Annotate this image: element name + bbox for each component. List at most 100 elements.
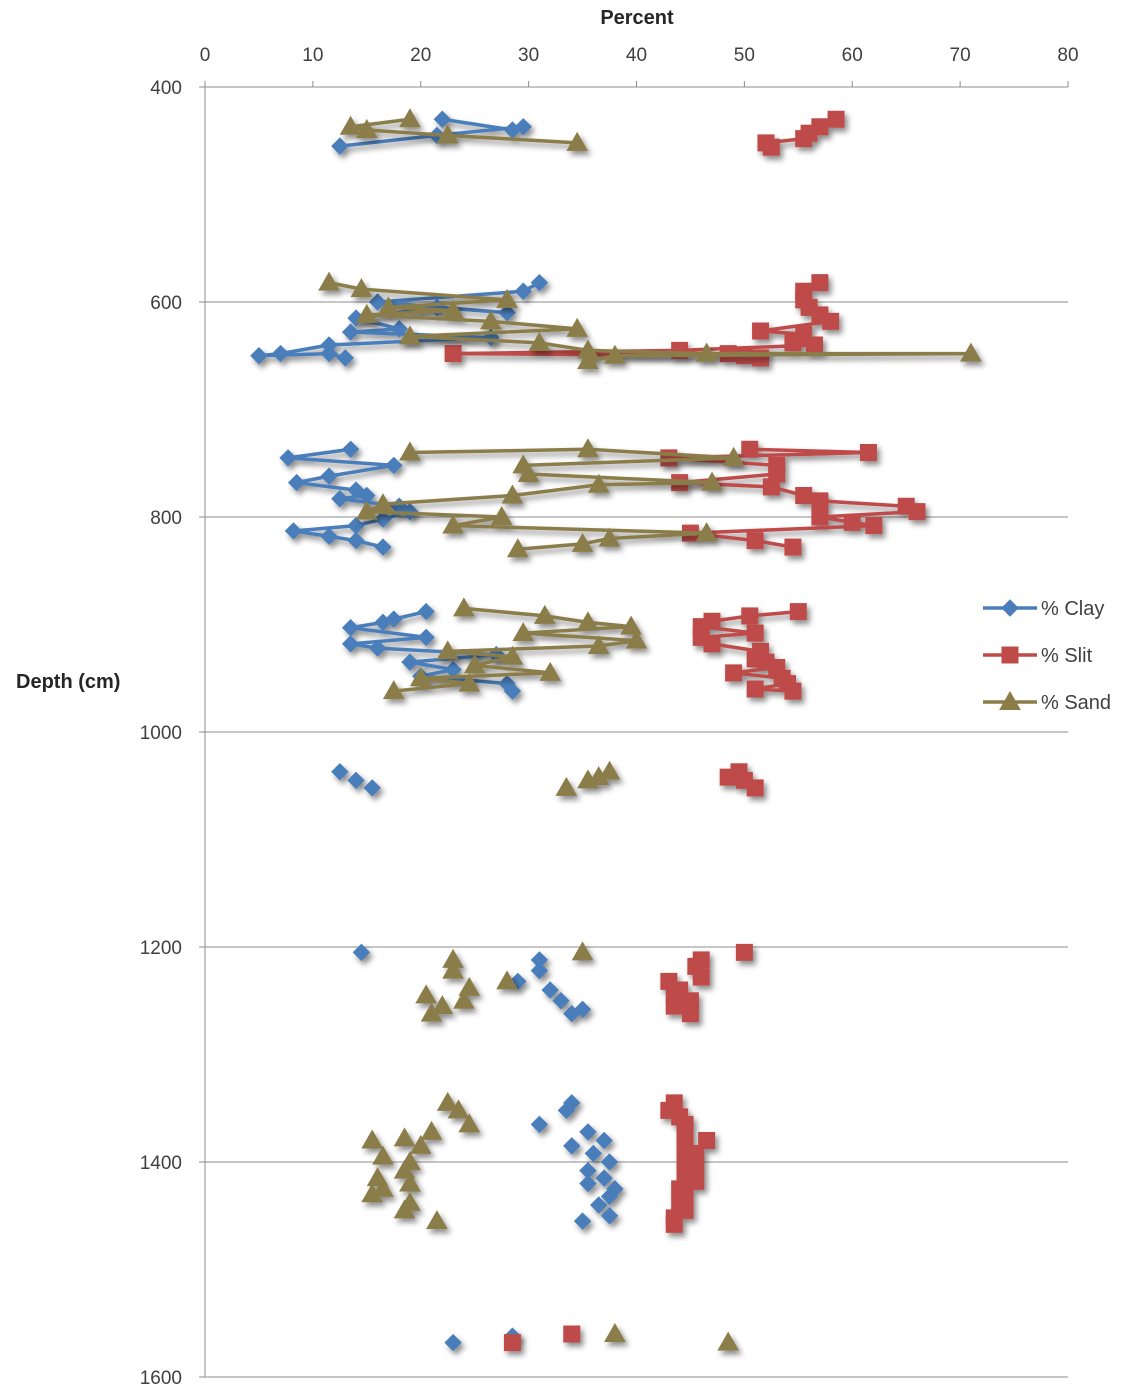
data-point: [436, 640, 459, 660]
data-point: [746, 779, 764, 797]
data-point: [665, 997, 683, 1015]
legend-item: % Slit: [983, 645, 1093, 667]
data-point: [352, 943, 371, 962]
data-point: [539, 661, 562, 681]
data-point: [250, 347, 268, 365]
data-point: [444, 1333, 462, 1352]
data-point: [811, 274, 829, 292]
data-point: [746, 532, 764, 550]
data-point: [399, 108, 421, 128]
data-point: [401, 653, 419, 671]
data-point: [577, 350, 599, 370]
data-point: [746, 624, 764, 642]
legend-marker: [1001, 646, 1019, 664]
data-point: [746, 680, 764, 698]
x-tick-label: 60: [842, 45, 863, 66]
data-point: [604, 1322, 626, 1342]
data-point: [331, 137, 349, 155]
data-point: [399, 441, 421, 461]
data-point: [355, 500, 378, 520]
data-point: [604, 344, 626, 364]
data-point: [960, 342, 982, 362]
data-point: [363, 779, 381, 797]
data-point: [865, 517, 883, 535]
x-tick-label: 30: [518, 45, 539, 66]
data-point: [447, 1099, 470, 1119]
data-point: [795, 130, 813, 148]
data-point: [528, 331, 551, 351]
data-point: [279, 449, 297, 467]
data-point: [463, 654, 486, 674]
y-tick-label: 800: [150, 508, 182, 529]
data-point: [600, 1187, 619, 1206]
data-point: [453, 989, 475, 1009]
data-point: [336, 349, 354, 367]
data-point: [579, 1123, 597, 1141]
data-point: [784, 682, 802, 700]
data-point: [385, 456, 403, 475]
x-tick-label: 50: [734, 45, 755, 66]
data-point: [496, 288, 518, 308]
data-point: [347, 771, 365, 790]
data-point: [573, 1212, 592, 1230]
data-point: [355, 118, 378, 138]
y-tick-label: 1400: [140, 1153, 182, 1174]
data-point: [541, 981, 559, 999]
data-point: [571, 532, 594, 552]
data-point: [762, 138, 780, 156]
series-line: [365, 447, 736, 551]
data-point: [372, 1177, 394, 1197]
legend-marker: [999, 690, 1021, 710]
x-tick-label: 80: [1057, 45, 1078, 66]
x-tick-label: 40: [626, 45, 647, 66]
data-point: [717, 1331, 740, 1351]
data-point: [552, 992, 570, 1010]
data-point: [458, 672, 481, 692]
y-axis-title: Depth (cm): [16, 671, 120, 693]
data-point: [271, 344, 290, 363]
data-point: [514, 282, 532, 300]
data-point: [417, 628, 435, 647]
data-point: [595, 1169, 613, 1187]
data-point: [687, 1172, 705, 1190]
data-point: [417, 602, 435, 621]
data-point: [436, 124, 459, 144]
data-point: [374, 510, 392, 528]
data-point: [415, 984, 438, 1004]
series-diamond: [250, 110, 624, 1352]
data-point: [859, 444, 877, 461]
data-point: [579, 1174, 597, 1193]
data-point: [665, 1215, 683, 1233]
data-point: [372, 493, 394, 513]
data-point: [600, 1207, 619, 1225]
plot-area: [250, 108, 982, 1352]
data-point: [600, 1153, 619, 1171]
data-point: [361, 1183, 384, 1203]
y-tick-label: 1600: [140, 1368, 182, 1389]
legend-label: % Sand: [1041, 692, 1111, 714]
data-point: [318, 271, 340, 291]
data-point: [339, 115, 362, 135]
data-point: [393, 1199, 416, 1219]
data-point: [566, 317, 589, 337]
x-tick-label: 20: [410, 45, 431, 66]
data-point: [557, 1101, 576, 1120]
data-point: [719, 768, 737, 786]
data-point: [692, 968, 710, 986]
data-point: [503, 682, 522, 700]
data-point: [811, 508, 829, 526]
data-point: [827, 110, 845, 128]
data-point: [722, 446, 745, 466]
legend-item: % Clay: [983, 598, 1104, 620]
data-point: [453, 597, 475, 617]
data-point: [503, 1334, 521, 1352]
data-point: [695, 342, 718, 362]
data-point: [341, 619, 360, 637]
data-point: [433, 110, 452, 128]
data-point: [698, 1132, 716, 1149]
data-point: [320, 527, 338, 546]
data-point: [530, 961, 549, 980]
series-triangle: [318, 108, 982, 1351]
y-tick-label: 1000: [140, 723, 182, 744]
data-point: [762, 478, 780, 496]
